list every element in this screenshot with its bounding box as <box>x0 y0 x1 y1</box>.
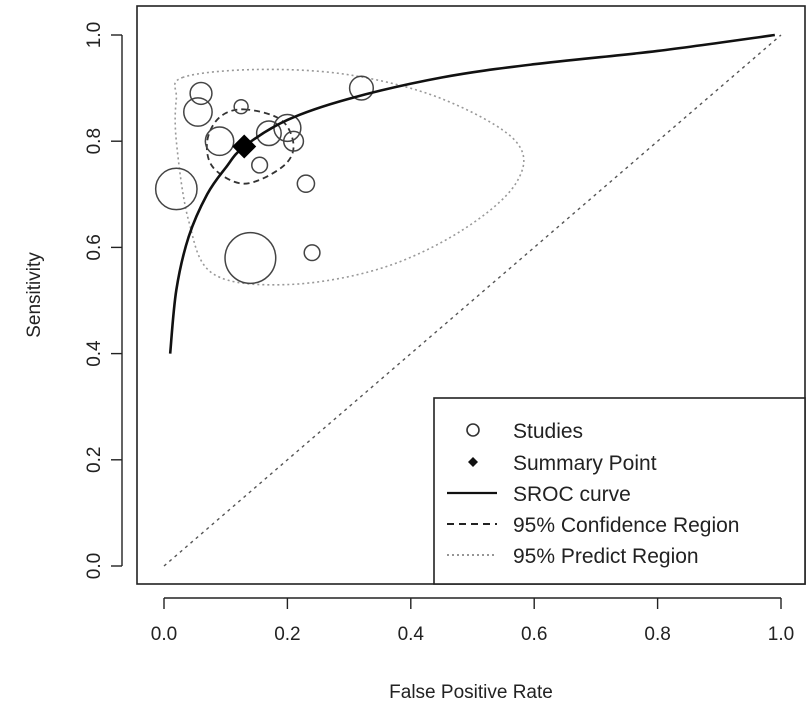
study-point-5 <box>224 231 277 285</box>
legend: Studies Summary Point SROC curve 95% Con… <box>433 397 806 585</box>
study-point-3 <box>204 126 235 157</box>
legend-studies-label: Studies <box>513 420 583 443</box>
sroc-curve <box>168 33 776 354</box>
y-tick-label-4: 0.8 <box>84 128 105 154</box>
study-point-9 <box>282 130 305 152</box>
study-point-7 <box>255 120 282 147</box>
study-point-12 <box>303 244 321 262</box>
legend-confidence-label: 95% Confidence Region <box>513 514 740 537</box>
legend-sroc-label: SROC curve <box>513 483 631 506</box>
x-tick-label-1: 0.2 <box>274 624 300 645</box>
x-tick-label-2: 0.4 <box>398 624 425 645</box>
x-tick-label-0: 0.0 <box>151 624 177 645</box>
legend-summary-label: Summary Point <box>513 452 657 475</box>
study-point-10 <box>251 156 269 174</box>
plot-marks <box>154 33 782 567</box>
x-axis: 0.0 0.2 0.4 0.6 0.8 1.0 <box>151 597 794 645</box>
y-axis: 0.0 0.2 0.4 0.6 0.8 1.0 <box>84 22 123 579</box>
legend-summary-symbol <box>468 457 478 467</box>
x-tick-label-4: 0.8 <box>644 624 670 645</box>
legend-predict-label: 95% Predict Region <box>513 545 699 568</box>
study-point-4 <box>154 167 198 211</box>
study-point-1 <box>189 81 213 106</box>
legend-studies-symbol <box>466 423 480 437</box>
chance-diagonal-line <box>163 34 782 567</box>
study-point-11 <box>296 174 316 194</box>
x-axis-title: False Positive Rate <box>389 682 553 703</box>
y-tick-label-5: 1.0 <box>84 22 105 48</box>
y-tick-label-0: 0.0 <box>84 553 105 579</box>
x-tick-label-5: 1.0 <box>768 624 794 645</box>
legend-box <box>433 397 806 585</box>
confidence-region <box>205 108 295 185</box>
study-point-2 <box>183 97 213 127</box>
study-point-6 <box>233 98 249 115</box>
study-point-13 <box>348 75 375 101</box>
y-tick-label-3: 0.6 <box>84 234 105 260</box>
y-axis-title: Sensitivity <box>24 252 45 338</box>
y-tick-label-2: 0.4 <box>84 340 105 367</box>
x-tick-label-3: 0.6 <box>521 624 547 645</box>
summary-point <box>232 134 257 159</box>
y-tick-label-1: 0.2 <box>84 447 105 473</box>
